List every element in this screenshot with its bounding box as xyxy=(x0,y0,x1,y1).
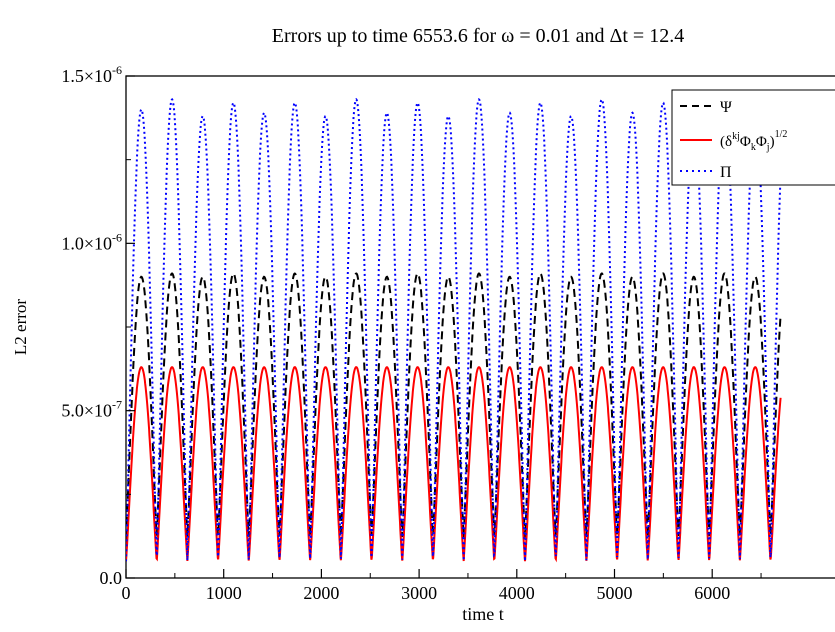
x-tick-label-3: 3000 xyxy=(401,583,437,603)
plot-area: 0 1000 2000 3000 4000 5000 6000 0.0 5.0×10-7 1.0… xyxy=(61,63,835,603)
legend-phi-sub-j: j xyxy=(766,142,770,153)
chart-title: Errors up to time 6553.6 for ω = 0.01 an… xyxy=(272,25,684,47)
x-axis: 0 1000 2000 3000 4000 5000 6000 xyxy=(122,569,762,603)
series-layer xyxy=(126,97,782,563)
legend-box xyxy=(671,89,835,186)
x-tick-label-0: 0 xyxy=(122,583,131,603)
series-line-1 xyxy=(126,366,782,563)
legend-phi-sup-kj: kj xyxy=(732,131,740,142)
legend-item-pi: Π xyxy=(680,164,732,181)
series-line-0 xyxy=(126,272,782,538)
y-tick-label-3: 1.5×10-6 xyxy=(61,63,122,86)
x-tick-label-5: 5000 xyxy=(597,583,633,603)
legend-label-psi: Ψ xyxy=(720,99,732,116)
legend: Ψ (δkjΦkΦj)1/2 Π xyxy=(671,89,835,186)
legend-phi-sup-half: 1/2 xyxy=(775,129,788,140)
y-tick-label-1: 5.0×10-7 xyxy=(61,398,122,421)
legend-phi-base: (δ xyxy=(720,134,732,150)
x-tick-label-1: 1000 xyxy=(206,583,242,603)
legend-phi-sub-k: k xyxy=(751,142,756,153)
x-tick-label-6: 6000 xyxy=(694,583,730,603)
legend-item-psi: Ψ xyxy=(680,99,732,116)
legend-phi-phi2: Φ xyxy=(756,134,767,150)
y-axis: 0.0 5.0×10-7 1.0×10-6 1.5×10-6 xyxy=(61,63,135,588)
legend-phi-phi1: Φ xyxy=(740,134,751,150)
legend-label-phi: (δkjΦkΦj)1/2 xyxy=(720,129,787,153)
legend-label-pi: Π xyxy=(720,164,732,181)
series-line-2 xyxy=(126,97,782,562)
legend-phi-close: ) xyxy=(770,134,775,150)
legend-item-phi: (δkjΦkΦj)1/2 xyxy=(680,129,787,153)
y-tick-label-0: 0.0 xyxy=(100,568,123,588)
x-tick-label-4: 4000 xyxy=(499,583,535,603)
y-tick-label-2: 1.0×10-6 xyxy=(61,230,122,253)
y-axis-label: L2 error xyxy=(11,299,30,356)
x-tick-label-2: 2000 xyxy=(303,583,339,603)
x-axis-label: time t xyxy=(462,604,504,624)
